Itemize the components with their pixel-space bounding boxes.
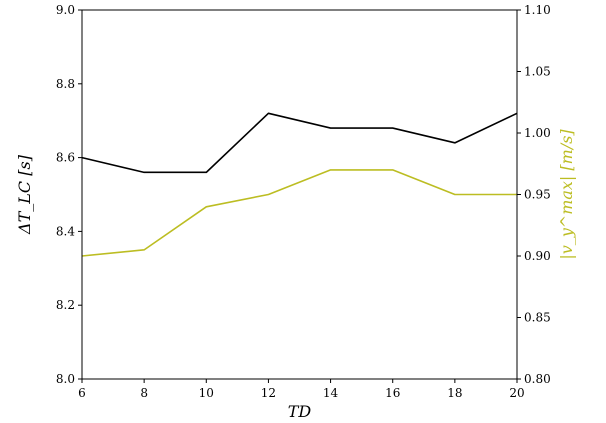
- x-tick-label: 18: [447, 386, 462, 400]
- series-line-left: [81, 112, 518, 174]
- chart-ticks: 6 8 10 12 14 16 18 20 8.0 8.2 8.4 8.6 8.8 9.0 0.80 0.85…: [56, 3, 551, 400]
- x-tick-label: 16: [385, 386, 400, 400]
- right-y-tick-label: 0.90: [524, 249, 551, 263]
- right-y-tick-label: 1.00: [524, 126, 551, 140]
- right-y-tick-label: 0.85: [524, 311, 551, 325]
- x-tick-label: 10: [199, 386, 214, 400]
- series-line-right: [81, 169, 517, 257]
- left-y-tick-label: 8.8: [56, 77, 75, 91]
- right-y-tick-label: 0.80: [524, 372, 551, 386]
- left-y-tick-label: 8.2: [56, 298, 75, 312]
- right-y-axis-title: |v_y^max| [m/s]: [557, 129, 576, 260]
- right-y-tick-label: 1.05: [524, 65, 551, 79]
- x-tick-label: 20: [509, 386, 524, 400]
- x-tick-label: 12: [261, 386, 276, 400]
- x-tick-label: 14: [323, 386, 339, 400]
- right-y-tick-label: 0.95: [524, 188, 551, 202]
- left-y-tick-label: 9.0: [56, 3, 75, 17]
- left-y-tick-label: 8.4: [56, 224, 75, 238]
- left-y-tick-label: 8.0: [56, 372, 75, 386]
- plot-area: [82, 10, 517, 379]
- left-y-axis-title: ΔT_LC [s]: [15, 154, 34, 235]
- x-axis-title: TD: [288, 402, 312, 421]
- right-y-tick-label: 1.10: [524, 3, 551, 17]
- x-tick-label: 6: [78, 386, 86, 400]
- x-tick-label: 8: [140, 386, 148, 400]
- chart-marks: [81, 112, 518, 257]
- left-y-tick-label: 8.6: [56, 151, 75, 165]
